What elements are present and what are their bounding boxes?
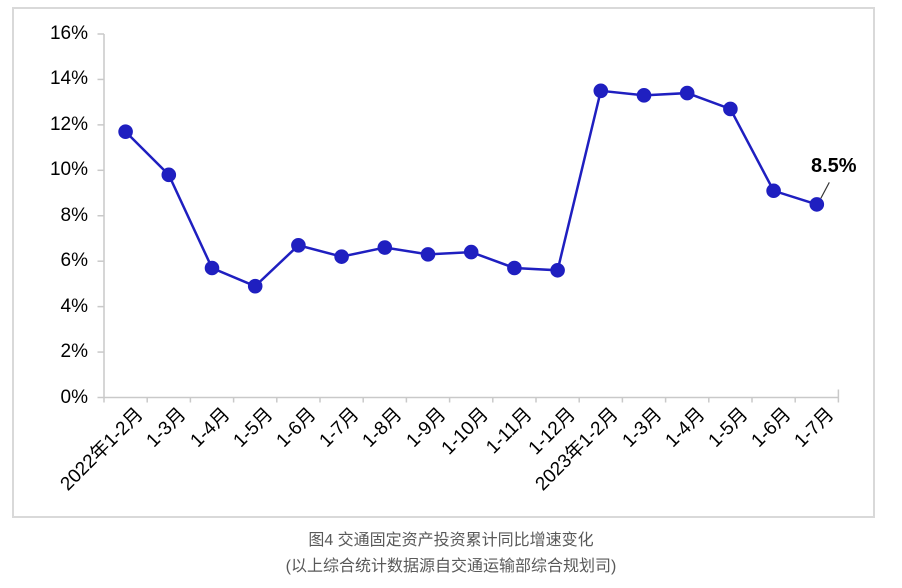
y-axis-label: 14% <box>49 68 88 90</box>
data-point-marker <box>593 83 609 99</box>
data-point-marker <box>463 244 479 260</box>
data-point-marker <box>420 247 436 262</box>
y-axis-label: 4% <box>60 295 88 317</box>
data-point-marker <box>118 124 133 139</box>
data-point-marker <box>291 237 306 253</box>
y-axis-label: 12% <box>49 113 88 135</box>
caption-title: 图4 交通固定资产投资累计同比增速变化 <box>308 532 594 549</box>
y-axis-label: 16% <box>49 23 88 44</box>
data-point-marker <box>809 197 825 212</box>
y-axis-label: 10% <box>49 159 88 181</box>
data-point-marker <box>723 101 738 117</box>
last-point-data-label: 8.5% <box>811 155 857 177</box>
data-point-marker <box>679 85 695 101</box>
data-point-marker <box>377 240 393 255</box>
data-point-marker <box>334 249 349 264</box>
caption-source: (以上综合统计数据源自交通运输部综合规划司) <box>285 558 617 575</box>
data-point-marker <box>247 278 263 294</box>
y-axis-label: 2% <box>60 341 88 363</box>
data-point-marker <box>550 262 565 278</box>
data-point-marker <box>507 260 522 276</box>
chart-frame <box>12 7 875 518</box>
y-axis-label: 8% <box>60 204 88 226</box>
data-point-marker <box>161 167 177 183</box>
y-axis-label: 6% <box>60 250 88 272</box>
y-axis-label: 0% <box>60 386 88 408</box>
chart-caption: 图4 交通固定资产投资累计同比增速变化 (以上综合统计数据源自交通运输部综合规划… <box>0 528 902 580</box>
data-point-marker <box>766 183 781 199</box>
data-point-marker <box>636 88 652 103</box>
data-point-marker <box>204 260 220 276</box>
data-label-leader-line <box>820 182 830 199</box>
